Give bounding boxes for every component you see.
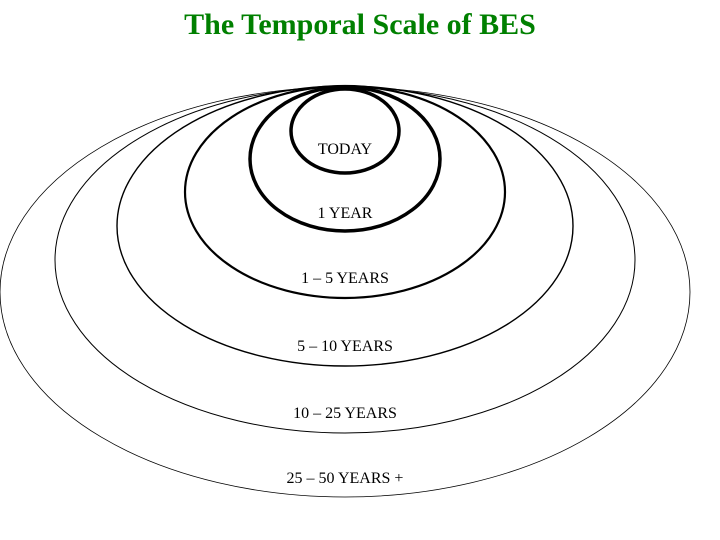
ring-label: 1 YEAR (318, 205, 373, 222)
ring-ellipse (117, 86, 573, 366)
ring-label: 1 – 5 YEARS (301, 270, 389, 287)
ring-ellipse (185, 86, 505, 298)
ring-label: 5 – 10 YEARS (297, 338, 393, 355)
ring-ellipse (291, 89, 399, 173)
ring-label: 25 – 50 YEARS + (287, 470, 404, 487)
ring-label: TODAY (318, 141, 373, 158)
ring-ellipse (55, 87, 635, 433)
ring-label: 10 – 25 YEARS (293, 405, 397, 422)
temporal-scale-diagram: TODAY 1 YEAR 1 – 5 YEARS 5 – 10 YEARS 10 – 2… (0, 0, 720, 540)
